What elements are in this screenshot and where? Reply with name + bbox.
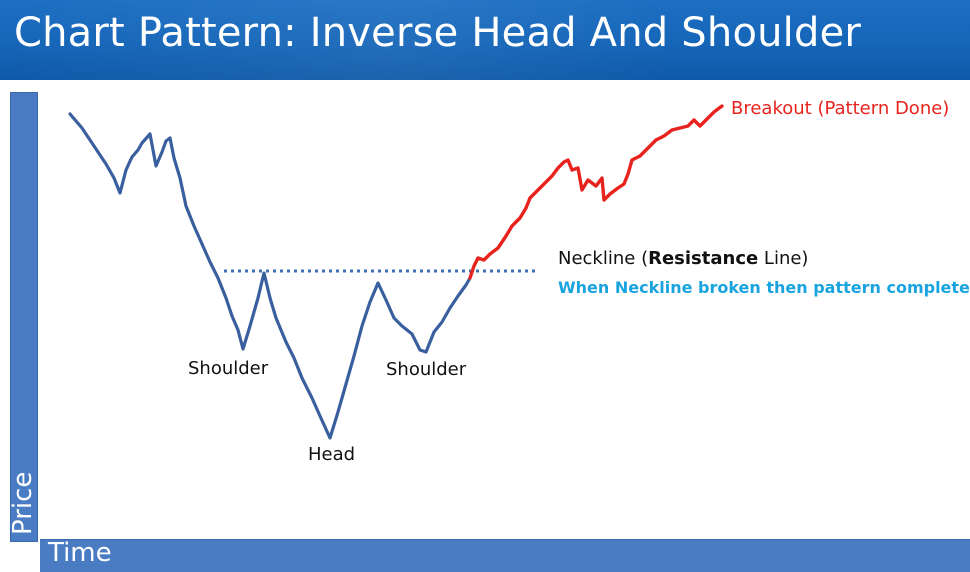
neckline-note: When Neckline broken then pattern comple… <box>558 278 970 297</box>
pattern-line <box>68 112 472 440</box>
neckline-label: Neckline (Resistance Line) <box>558 248 808 269</box>
price-axis-bar <box>10 92 38 542</box>
right-shoulder-label: Shoulder <box>386 359 467 380</box>
neckline-label-bold: Resistance <box>648 248 759 269</box>
page-title: Chart Pattern: Inverse Head And Shoulder <box>14 10 862 56</box>
neckline-label-suffix: Line) <box>758 248 809 269</box>
left-shoulder-label: Shoulder <box>188 358 269 379</box>
breakout-line <box>468 104 724 280</box>
neckline-label-prefix: Neckline ( <box>558 248 649 269</box>
time-axis-label: Time <box>48 538 112 568</box>
head-label: Head <box>308 444 356 465</box>
time-axis-bar <box>40 539 970 572</box>
title-banner: Chart Pattern: Inverse Head And Shoulder <box>0 0 970 80</box>
breakout-label: Breakout (Pattern Done) <box>731 98 950 119</box>
